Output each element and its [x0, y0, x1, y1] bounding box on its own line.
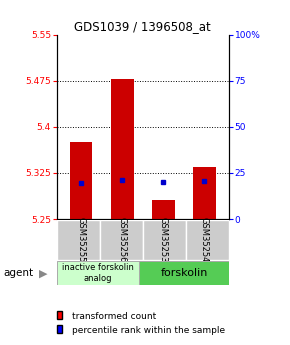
Text: GSM35256: GSM35256 — [118, 217, 127, 263]
Text: forskolin: forskolin — [160, 268, 208, 278]
Text: GDS1039 / 1396508_at: GDS1039 / 1396508_at — [74, 20, 211, 33]
Text: GSM35255: GSM35255 — [77, 217, 86, 263]
Text: GSM35254: GSM35254 — [200, 217, 209, 263]
Bar — [186, 220, 229, 260]
Bar — [193, 167, 216, 219]
Text: GSM35253: GSM35253 — [159, 217, 168, 263]
Bar — [57, 261, 139, 285]
Bar — [111, 79, 134, 219]
Bar — [152, 200, 175, 219]
Bar — [57, 220, 100, 260]
Bar — [70, 142, 93, 219]
Text: ▶: ▶ — [39, 268, 47, 278]
Bar — [139, 261, 229, 285]
Text: percentile rank within the sample: percentile rank within the sample — [72, 326, 226, 335]
Text: transformed count: transformed count — [72, 312, 157, 321]
Text: inactive forskolin
analog: inactive forskolin analog — [62, 263, 134, 283]
Bar — [100, 220, 143, 260]
Text: agent: agent — [3, 268, 33, 278]
Bar — [143, 220, 186, 260]
